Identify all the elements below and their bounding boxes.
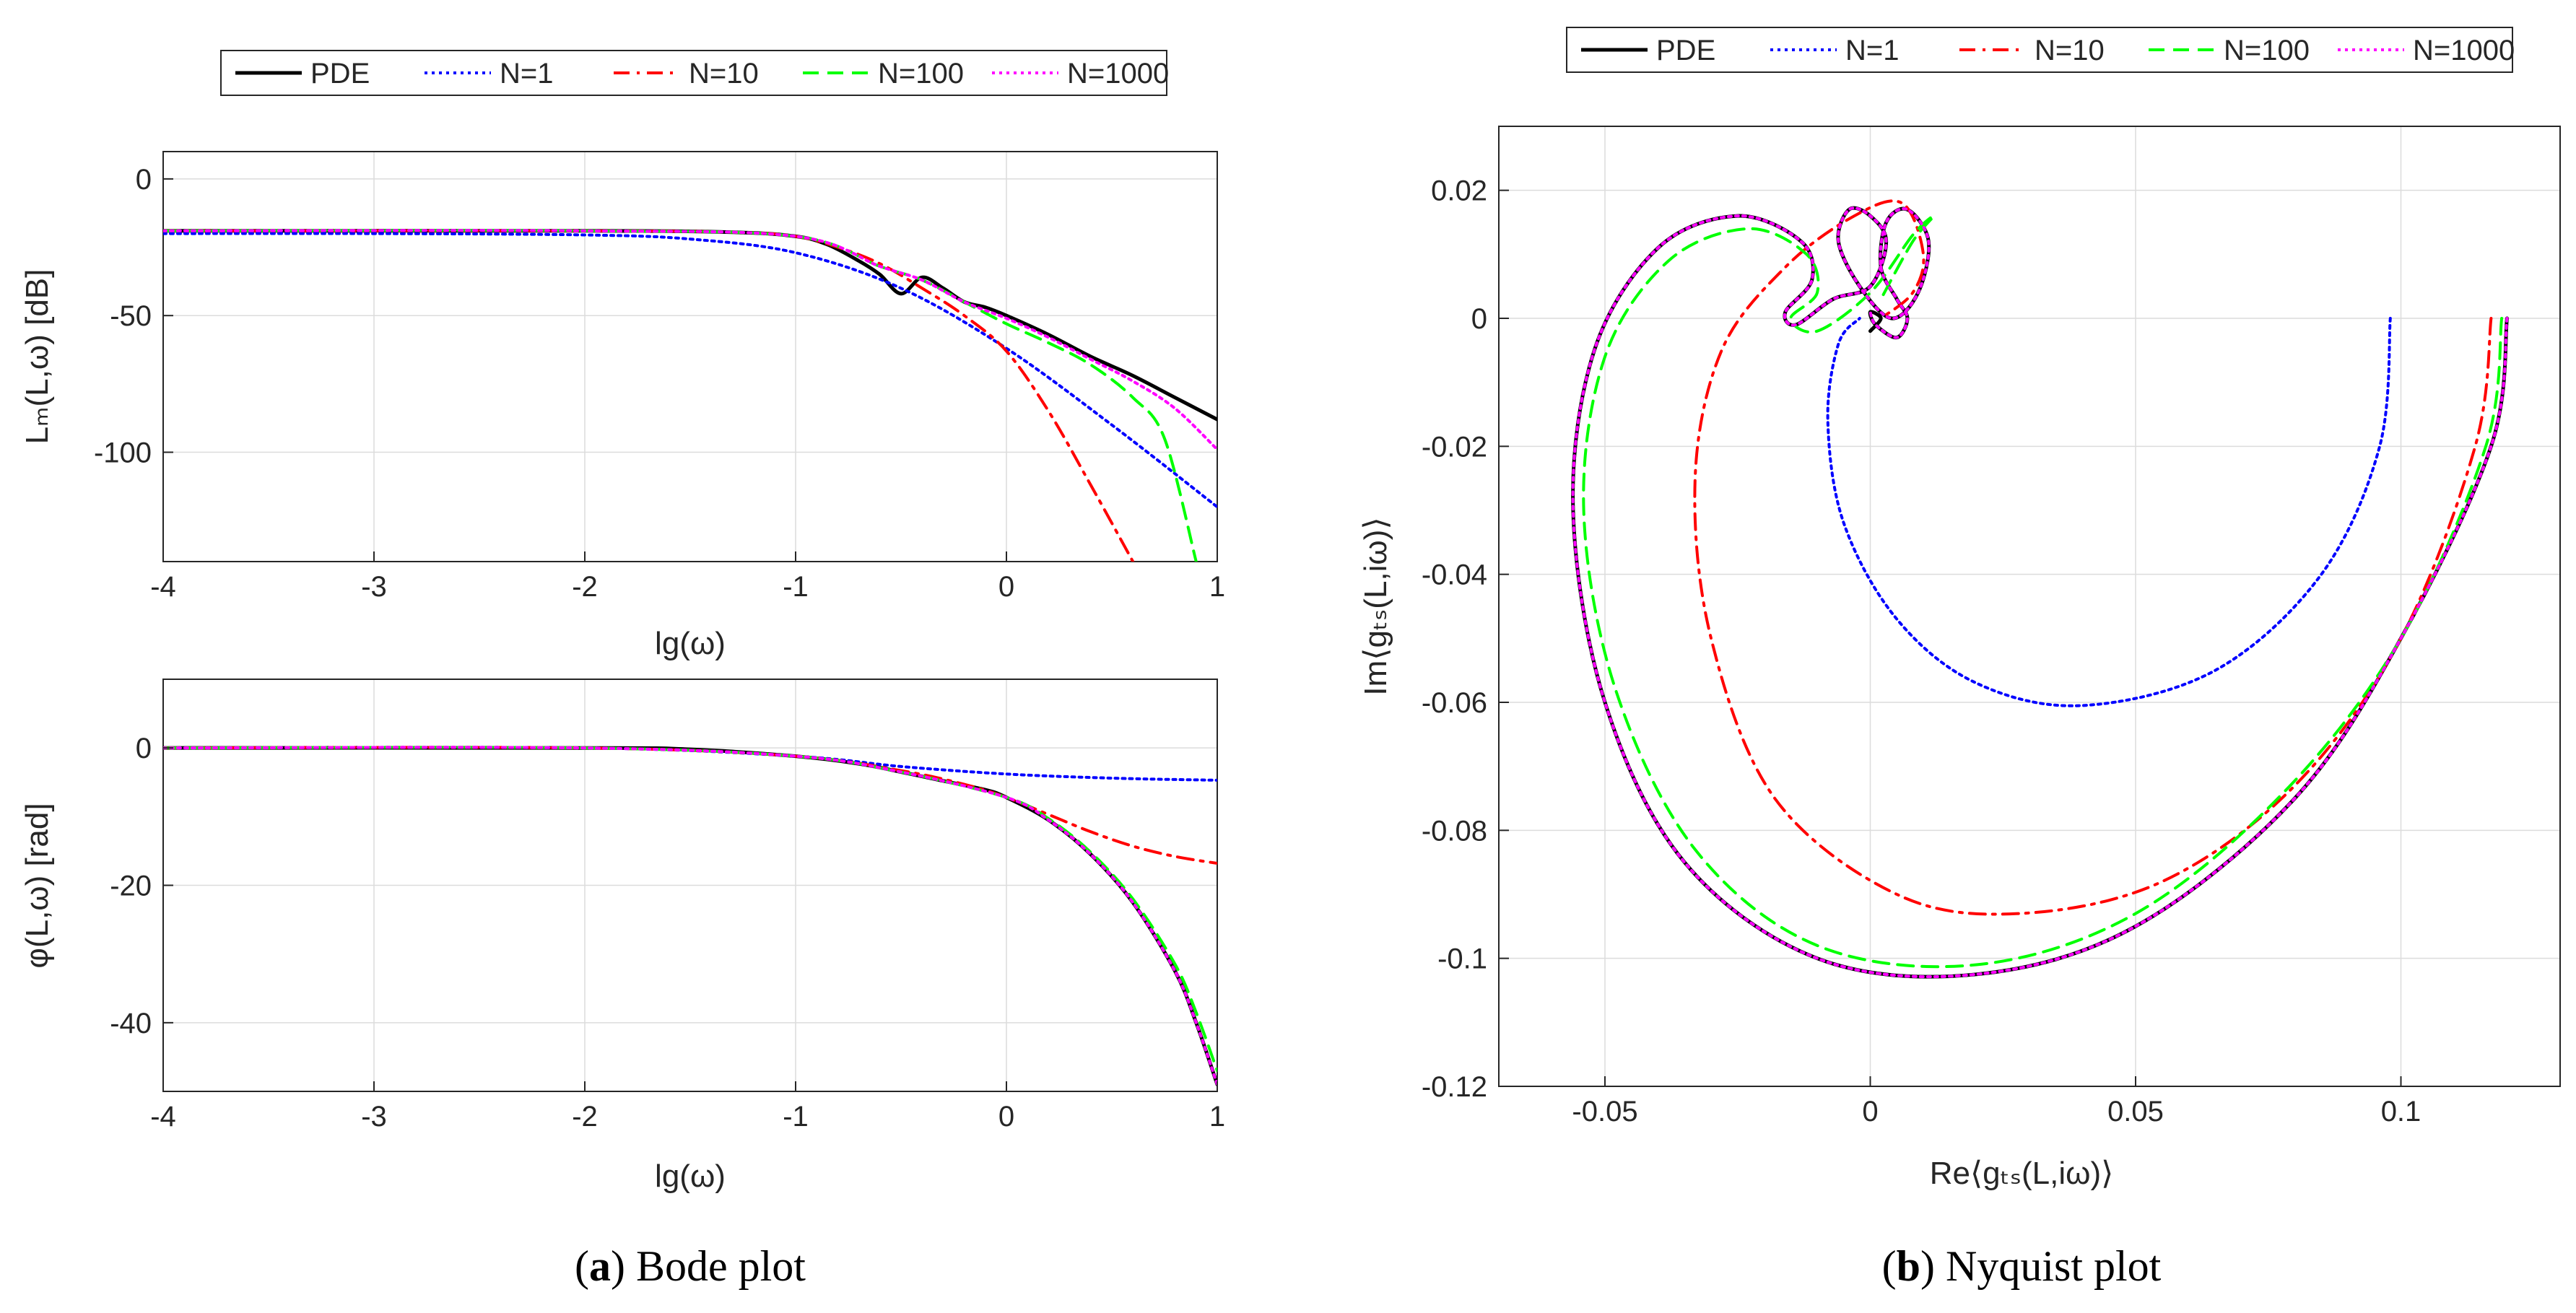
- nyquist-axes-box: [1498, 126, 2561, 1087]
- nyquist-panel: -0.05 0 0.05 0.1 0.02 0 -0.02 -0.04 -0.06 -0.08 -0…: [1358, 126, 2561, 1191]
- nyquist-ytick-label: -0.08: [1422, 815, 1487, 847]
- nyquist-series-n10: [1693, 199, 2493, 916]
- bode-magnitude-ticks: -4 -3 -2 -1 0 1 0 -50 -100: [94, 164, 1225, 603]
- bode_magnitude-xtick-label: 1: [1209, 571, 1225, 603]
- bode_magnitude-ytick-label: -100: [94, 437, 152, 469]
- legend-nyquist-label: N=100: [2224, 35, 2310, 66]
- nyquist-ytick-label: -0.12: [1422, 1071, 1487, 1103]
- bode_phase-xtick-label: -2: [572, 1101, 598, 1133]
- nyquist-series: [1571, 199, 2509, 979]
- bode_phase-xtick-label: -1: [783, 1101, 809, 1133]
- nyquist-ylabel: Im⟨gₜₛ(L,iω)⟩: [1358, 517, 1393, 695]
- bode_phase-series-n1000: [163, 746, 1217, 1086]
- bode_phase-ytick-label: -20: [110, 871, 152, 902]
- bode-magnitude-xlabel: lg(ω): [655, 626, 726, 661]
- legend-nyquist: PDE N=1 N=10 N=100 N=1000: [1566, 27, 2515, 73]
- nyquist-series-n1000: [1571, 206, 2509, 979]
- bode_magnitude-ytick-label: 0: [136, 164, 152, 196]
- bode_phase-xtick-label: 1: [1209, 1101, 1225, 1133]
- legend-nyquist-label: PDE: [1656, 35, 1715, 66]
- nyquist-ytick-label: -0.04: [1422, 559, 1487, 591]
- bode_magnitude-series-n1: [163, 232, 1217, 509]
- bode_magnitude-ytick-label: -50: [110, 300, 152, 332]
- bode-magnitude-axes-box: [162, 151, 1218, 562]
- nyquist-xtick-label: 0.1: [2381, 1096, 2421, 1127]
- legend-bode-label: N=1000: [1067, 58, 1169, 90]
- caption-a: (a) Bode plot: [575, 1242, 806, 1290]
- bode_magnitude-xtick-label: -4: [150, 571, 176, 603]
- bode-phase-panel: -4 -3 -2 -1 0 1 0 -20 -40 lg(ω) φ(L,ω) [rad]: [19, 679, 1225, 1194]
- nyquist-ytick-label: 0: [1471, 303, 1487, 335]
- bode_phase-xtick-label: -3: [361, 1101, 387, 1133]
- bode-magnitude-panel: -4 -3 -2 -1 0 1 0 -50 -100 lg(ω) Lₘ(L,ω) [dB]: [19, 151, 1225, 661]
- bode-magnitude-ylabel: Lₘ(L,ω) [dB]: [19, 269, 55, 445]
- bode_magnitude-xtick-label: 0: [998, 571, 1014, 603]
- bode_magnitude-xtick-label: -2: [572, 571, 598, 603]
- bode_magnitude-xtick-label: -1: [783, 571, 809, 603]
- caption-b: (b) Nyquist plot: [1882, 1242, 2162, 1290]
- legend-bode-label: N=1: [500, 58, 554, 90]
- nyquist-ytick-label: 0.02: [1431, 175, 1487, 207]
- nyquist-ytick-label: -0.06: [1422, 687, 1487, 719]
- bode-phase-series: [163, 746, 1217, 1086]
- bode_phase-ytick-label: -40: [110, 1008, 152, 1039]
- nyquist-ytick-label: -0.02: [1422, 431, 1487, 463]
- legend-bode-label: N=10: [689, 58, 759, 90]
- nyquist-xtick-label: 0: [1862, 1096, 1878, 1127]
- legend-bode: PDE N=1 N=10 N=100 N=1000: [220, 50, 1169, 96]
- legend-nyquist-label: N=10: [2035, 35, 2105, 66]
- nyquist-ytick-label: -0.1: [1437, 943, 1487, 975]
- legend-nyquist-label: N=1: [1845, 35, 1900, 66]
- bode_magnitude-series-n1000: [163, 229, 1217, 451]
- legend-nyquist-label: N=1000: [2413, 35, 2515, 66]
- bode-phase-xlabel: lg(ω): [655, 1159, 726, 1194]
- bode_phase-xtick-label: 0: [998, 1101, 1014, 1133]
- caption-a-letter: a: [589, 1242, 611, 1290]
- bode_phase-xtick-label: -4: [150, 1101, 176, 1133]
- caption-a-text: Bode plot: [625, 1242, 806, 1290]
- bode_magnitude-xtick-label: -3: [361, 571, 387, 603]
- legend-bode-label: PDE: [310, 58, 370, 90]
- nyquist-xtick-label: 0.05: [2107, 1096, 2164, 1127]
- caption-b-text: Nyquist plot: [1935, 1242, 2162, 1290]
- nyquist-ticks: -0.05 0 0.05 0.1 0.02 0 -0.02 -0.04 -0.06 -0.08 -0…: [1422, 175, 2421, 1127]
- nyquist-xtick-label: -0.05: [1572, 1096, 1637, 1127]
- bode-magnitude-series: [163, 229, 1217, 562]
- bode_phase-ytick-label: 0: [136, 733, 152, 764]
- caption-b-letter: b: [1897, 1242, 1920, 1290]
- nyquist-series-n1: [1826, 317, 2392, 707]
- bode-phase-ticks: -4 -3 -2 -1 0 1 0 -20 -40: [110, 733, 1225, 1133]
- nyquist-series-n100: [1582, 214, 2504, 969]
- bode-phase-ylabel: φ(L,ω) [rad]: [19, 803, 55, 968]
- legend-bode-label: N=100: [878, 58, 964, 90]
- nyquist-xlabel: Re⟨gₜₛ(L,iω)⟩: [1930, 1156, 2114, 1191]
